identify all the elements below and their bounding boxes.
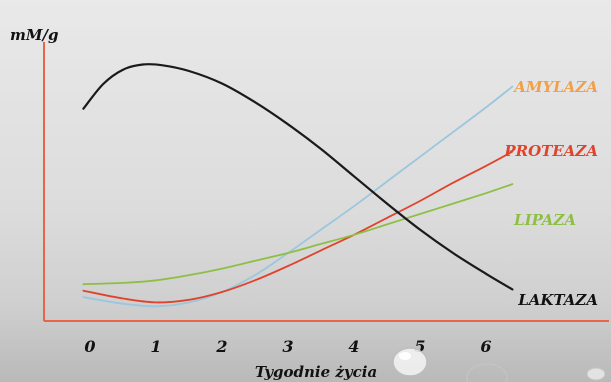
series-lines [82, 63, 514, 308]
x-tick-label: 6 [480, 337, 491, 356]
water-drop-decoration [392, 347, 606, 382]
series-labels: AMYLAZA PROTEAZA LIPAZA LAKTAZA [503, 78, 598, 309]
series-label-proteaza: PROTEAZA [503, 142, 598, 160]
x-tick-labels: 0 1 2 3 4 5 6 [84, 337, 491, 356]
y-axis-label: mM/g [10, 26, 58, 44]
x-tick-label: 5 [414, 337, 425, 356]
series-line-proteaza [82, 150, 514, 304]
series-line-laktaza [82, 63, 514, 291]
x-tick-label: 2 [215, 337, 227, 356]
x-tick-label: 4 [348, 337, 359, 356]
series-line-amylaza [82, 85, 514, 308]
series-label-amylaza: AMYLAZA [512, 78, 598, 96]
series-line-lipaza [82, 183, 514, 286]
x-tick-label: 3 [282, 337, 293, 356]
x-tick-label: 0 [84, 337, 95, 356]
series-label-lipaza: LIPAZA [513, 211, 576, 229]
series-label-laktaza: LAKTAZA [517, 291, 598, 309]
x-tick-label: 1 [150, 337, 161, 356]
x-axis-label: Tygodnie życia [255, 363, 377, 381]
